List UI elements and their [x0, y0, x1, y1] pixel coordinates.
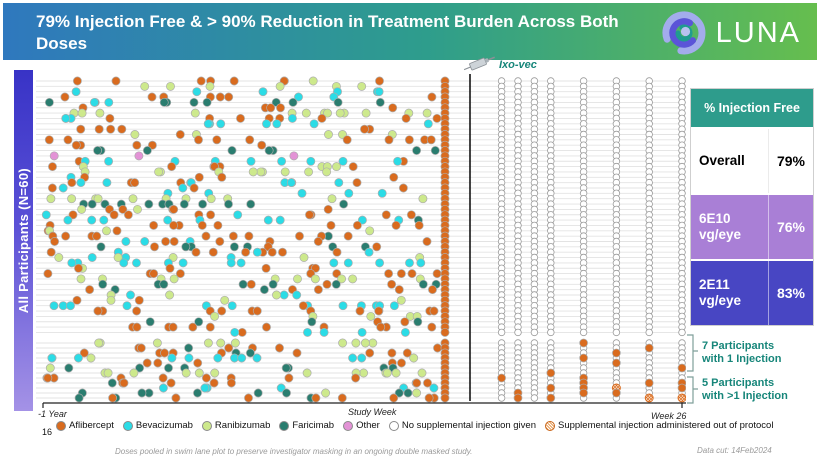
row-label: Overall — [699, 153, 745, 169]
axis-label-week26: Week 26 — [651, 411, 687, 421]
legend-label: Aflibercept — [69, 420, 114, 431]
participants-group-bar: All Participants (N=60) — [14, 70, 33, 411]
header-banner: 79% Injection Free & > 90% Reduction in … — [3, 3, 817, 60]
legend-item: Aflibercept — [56, 420, 114, 431]
table-row-overall: Overall 79% — [691, 129, 813, 195]
legend-item: Ranibizumab — [201, 420, 271, 431]
legend-item: Faricimab — [279, 420, 334, 431]
legend-marker-icon — [279, 420, 290, 431]
bracket-icon — [687, 376, 698, 404]
swimlane-chart — [36, 74, 686, 408]
participants-group-label: All Participants (N=60) — [16, 167, 31, 314]
annotation-line: with >1 Injection — [702, 390, 788, 402]
bracket-icon — [687, 334, 698, 372]
injection-free-table: % Injection Free Overall 79% 6E10 vg/eye… — [690, 88, 814, 326]
luna-logo-text: LUNA — [715, 16, 801, 49]
legend-marker-icon — [56, 420, 66, 431]
legend-label: Other — [356, 420, 380, 431]
footer-data-cut: Data cut: 14Feb2024 — [697, 446, 772, 455]
ixovec-label: Ixo-vec — [499, 59, 537, 71]
annotations: 7 Participants with 1 Injection 5 Partic… — [686, 333, 818, 405]
legend-marker-icon — [343, 420, 354, 431]
annotation-line: with 1 Injection — [702, 353, 782, 365]
row-label: 2E11 vg/eye — [699, 277, 742, 308]
row-value: 83% — [768, 261, 813, 325]
row-value: 76% — [768, 195, 813, 259]
luna-logo: LUNA — [661, 10, 801, 56]
slide-number: 16 — [42, 427, 53, 437]
annotation-1-injection: 7 Participants with 1 Injection — [686, 333, 818, 373]
row-label: 6E10 vg/eye — [699, 211, 742, 242]
legend-marker-icon — [122, 420, 133, 431]
legend-item: Supplemental injection administered out … — [544, 420, 774, 431]
legend-item: Other — [343, 420, 380, 431]
legend-label: Ranibizumab — [214, 420, 271, 431]
axis-label-minus1year: -1 Year — [38, 409, 67, 419]
axis-label-studyweek: Study Week — [348, 407, 397, 417]
legend-label: No supplemental injection given — [401, 420, 536, 431]
annotation-line: 7 Participants — [702, 340, 775, 353]
slide-title: 79% Injection Free & > 90% Reduction in … — [36, 12, 619, 53]
legend-label: Faricimab — [292, 420, 335, 431]
table-row-2e11: 2E11 vg/eye 83% — [691, 261, 813, 325]
legend-item: No supplemental injection given — [388, 420, 536, 431]
legend-marker-icon — [388, 420, 399, 431]
legend-marker-icon — [544, 420, 555, 431]
annotation-line: 5 Participants — [702, 377, 775, 390]
footer-note: Doses pooled in swim lane plot to preser… — [115, 447, 473, 456]
table-row-6e10: 6E10 vg/eye 76% — [691, 195, 813, 261]
legend: Aflibercept Bevacizumab Ranibizumab Faricim… — [56, 420, 773, 431]
table-header: % Injection Free — [691, 89, 813, 129]
syringe-icon — [460, 53, 500, 80]
luna-logo-icon — [662, 11, 706, 55]
legend-label: Bevacizumab — [135, 420, 193, 431]
legend-marker-icon — [201, 420, 212, 431]
legend-label: Supplemental injection administered out … — [557, 420, 774, 431]
row-value: 79% — [768, 129, 813, 193]
legend-item: Bevacizumab — [122, 420, 193, 431]
annotation-multi-injection: 5 Participants with >1 Injection — [686, 375, 818, 405]
